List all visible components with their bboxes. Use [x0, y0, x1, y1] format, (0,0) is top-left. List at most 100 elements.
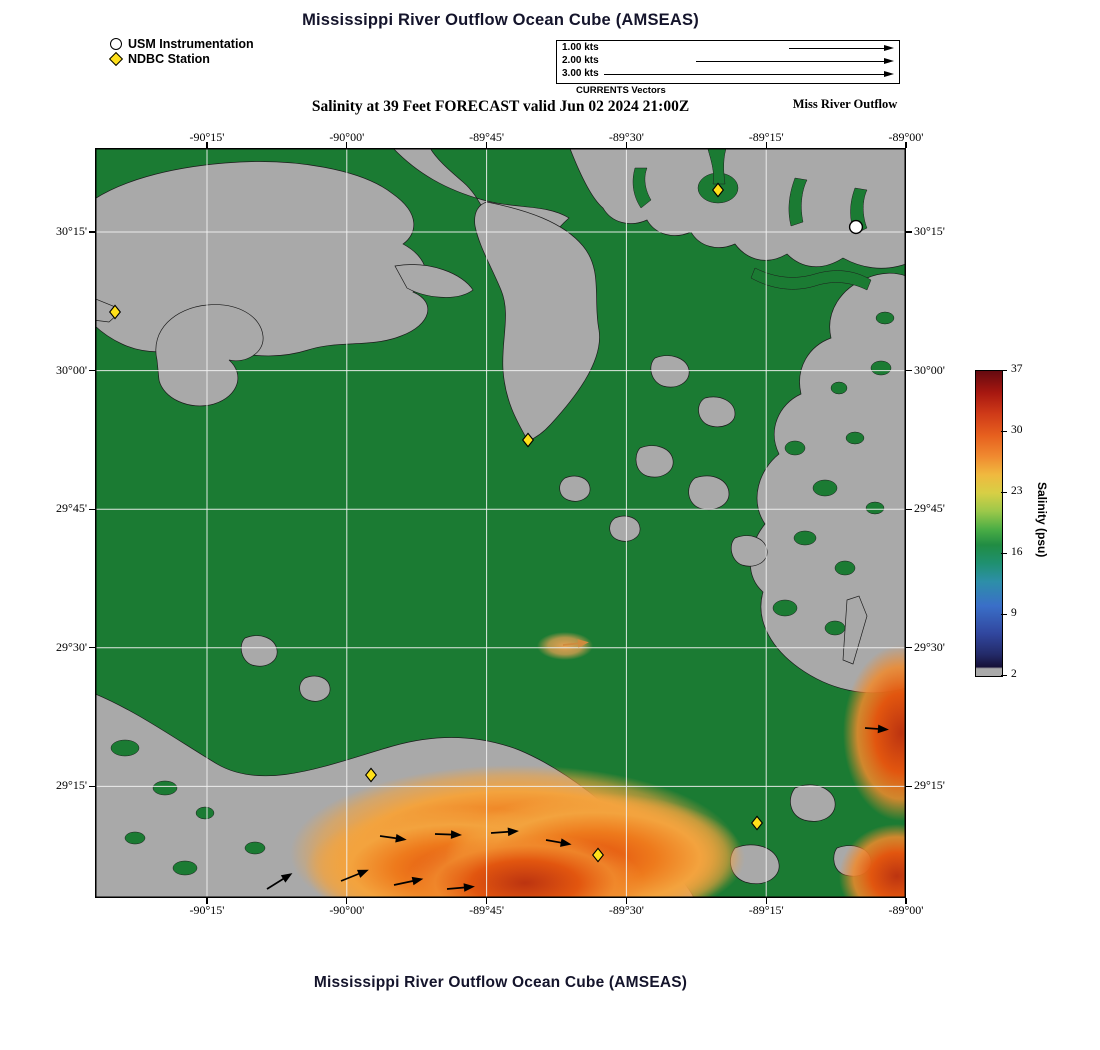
- legend-label-ndbc: NDBC Station: [128, 51, 210, 66]
- frame-tick-x: [625, 898, 627, 904]
- y-tick-label-left: 29°15': [56, 778, 87, 793]
- colorbar-tick-mark: [1001, 553, 1007, 555]
- frame-tick-y: [906, 785, 912, 787]
- current-vector: [562, 639, 589, 648]
- colorbar-tick-mark: [1001, 614, 1007, 616]
- frame-tick-y: [906, 231, 912, 233]
- usm-circle-icon: [110, 37, 122, 50]
- current-vector: [434, 830, 462, 839]
- current-vector: [393, 876, 424, 886]
- ndbc-diamond-icon: [108, 51, 124, 66]
- station-markers: [108, 182, 864, 863]
- y-tick-label-left: 29°30': [56, 639, 87, 654]
- colorbar: [975, 370, 1003, 677]
- colorbar-tick-mark: [1001, 431, 1007, 433]
- frame-tick-y: [89, 370, 95, 372]
- current-vectors: [266, 639, 889, 892]
- frame-tick-x: [905, 898, 907, 904]
- colorbar-tick-label: 30: [1011, 424, 1023, 436]
- colorbar-tick-label: 37: [1011, 363, 1023, 375]
- colorbar-tick-mark: [1001, 492, 1007, 494]
- frame-tick-y: [906, 370, 912, 372]
- ndbc-station-marker: [750, 815, 764, 831]
- forecast-subtitle: Salinity at 39 Feet FORECAST valid Jun 0…: [311, 98, 690, 115]
- page-title: Mississippi River Outflow Ocean Cube (AM…: [302, 11, 699, 29]
- colorbar-tick-label: 9: [1011, 607, 1017, 619]
- frame-tick-x: [346, 898, 348, 904]
- current-vector: [490, 827, 519, 837]
- currents-scale-label: 3.00 kts: [562, 68, 599, 79]
- currents-scale-arrowhead: [884, 70, 894, 77]
- currents-scale-shaft: [604, 74, 884, 75]
- legend-item-ndbc: NDBC Station: [108, 51, 254, 66]
- y-tick-label-left: 30°15': [56, 224, 87, 238]
- frame-tick-x: [905, 142, 907, 148]
- frame-tick-y: [89, 647, 95, 649]
- y-tick-label-right: 29°45': [914, 501, 945, 516]
- frame-tick-x: [346, 142, 348, 148]
- colorbar-axis-label: Salinity (psu): [1035, 482, 1049, 558]
- usm-instrumentation-marker: [848, 219, 864, 235]
- legend-item-usm: USM Instrumentation: [110, 36, 254, 51]
- frame-tick-x: [206, 898, 208, 904]
- frame-tick-x: [486, 898, 488, 904]
- currents-scale-shaft: [696, 61, 884, 62]
- colorbar-tick-mark: [1001, 370, 1007, 372]
- station-legend: USM Instrumentation NDBC Station: [108, 36, 254, 66]
- currents-caption: CURRENTS Vectors: [576, 85, 666, 96]
- frame-tick-x: [765, 142, 767, 148]
- outflow-annotation: Miss River Outflow: [792, 97, 898, 111]
- ndbc-station-marker: [591, 847, 605, 863]
- x-tick-label-top: -89°45': [469, 130, 505, 144]
- current-vector: [864, 724, 889, 734]
- y-tick-label-right: 30°00': [914, 362, 945, 377]
- graticule: [95, 148, 906, 898]
- x-tick-label-bottom: -90°15': [189, 903, 225, 917]
- frame-tick-x: [486, 142, 488, 148]
- legend-label-usm: USM Instrumentation: [128, 36, 254, 51]
- current-vector: [545, 838, 572, 847]
- colorbar-tick-label: 23: [1011, 485, 1023, 497]
- current-vector: [266, 873, 293, 890]
- y-tick-label-right: 29°30': [914, 639, 945, 654]
- x-tick-label-top: -90°15': [189, 130, 225, 144]
- current-vector: [379, 833, 407, 843]
- y-tick-label-left: 29°45': [56, 501, 87, 516]
- frame-tick-y: [906, 508, 912, 510]
- map-frame: [95, 148, 906, 898]
- x-tick-label-bottom: -89°45': [469, 903, 505, 917]
- y-tick-label-left: 30°00': [56, 362, 87, 377]
- frame-tick-x: [765, 898, 767, 904]
- currents-scale-label: 1.00 kts: [562, 42, 599, 53]
- x-tick-label-top: -89°00': [888, 130, 924, 144]
- x-tick-label-bottom: -90°00': [329, 903, 365, 917]
- frame-tick-x: [625, 142, 627, 148]
- frame-tick-x: [206, 142, 208, 148]
- map-panel: [92, 145, 959, 941]
- ndbc-station-marker: [521, 432, 535, 448]
- frame-tick-y: [906, 647, 912, 649]
- ndbc-station-marker: [108, 304, 122, 320]
- frame-tick-y: [89, 785, 95, 787]
- ndbc-station-marker: [711, 182, 725, 198]
- currents-vector-scale: 1.00 kts 2.00 kts 3.00 kts: [556, 40, 900, 84]
- frame-tick-y: [89, 508, 95, 510]
- ndbc-station-marker: [364, 767, 378, 783]
- map-canvas: [92, 145, 959, 941]
- colorbar-tick-mark: [1001, 675, 1007, 677]
- frame-tick-y: [89, 231, 95, 233]
- currents-scale-label: 2.00 kts: [562, 55, 599, 66]
- currents-scale-shaft: [789, 48, 884, 49]
- y-tick-label-right: 30°15': [914, 224, 945, 238]
- y-tick-label-right: 29°15': [914, 778, 945, 793]
- colorbar-tick-label: 16: [1011, 546, 1023, 558]
- colorbar-tick-label: 2: [1011, 668, 1017, 680]
- x-tick-label-top: -90°00': [329, 130, 365, 144]
- current-vector: [340, 869, 369, 882]
- x-tick-label-bottom: -89°30': [608, 903, 644, 917]
- currents-scale-arrowhead: [884, 44, 894, 51]
- x-tick-label-bottom: -89°15': [748, 903, 784, 917]
- x-tick-label-bottom: -89°00': [888, 903, 924, 917]
- currents-scale-arrowhead: [884, 57, 894, 64]
